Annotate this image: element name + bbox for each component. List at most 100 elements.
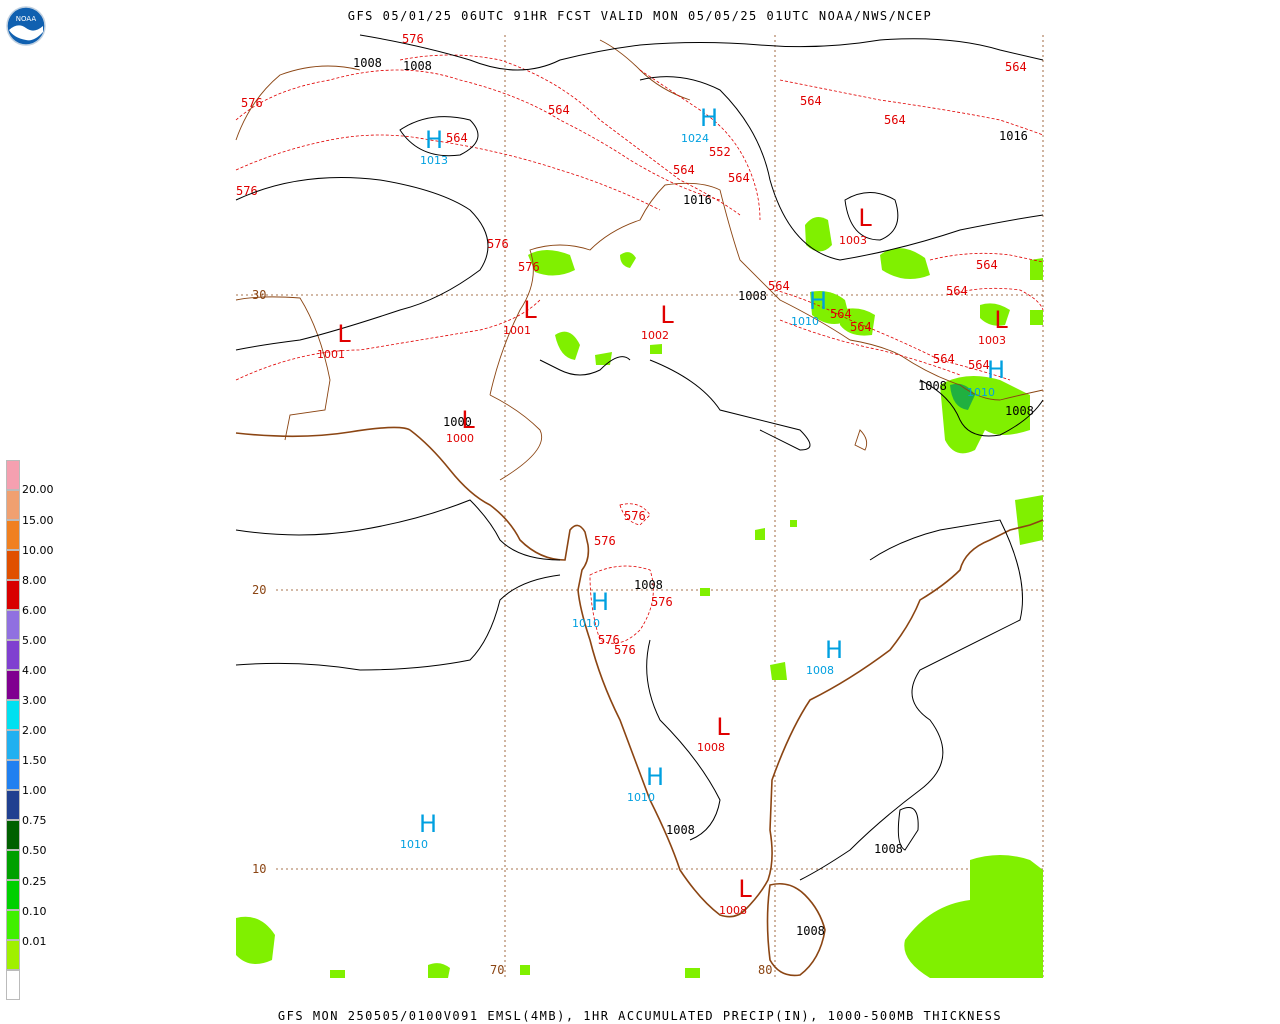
thickness-label: 564 bbox=[673, 163, 695, 177]
svg-text:L: L bbox=[461, 406, 475, 434]
borders bbox=[235, 39, 1044, 481]
legend-swatch bbox=[6, 640, 20, 670]
legend-swatch bbox=[6, 580, 20, 610]
isobar-label: 1008 bbox=[403, 59, 432, 73]
grid-lines bbox=[236, 35, 1044, 978]
isobar-label: 1008 bbox=[918, 379, 947, 393]
svg-text:L: L bbox=[716, 713, 730, 741]
precip-legend bbox=[6, 460, 20, 1000]
lon-label-70: 70 bbox=[490, 963, 504, 977]
pressure-center-high: H 1013 bbox=[420, 126, 448, 167]
svg-text:1003: 1003 bbox=[978, 334, 1006, 347]
svg-text:1008: 1008 bbox=[719, 904, 747, 917]
legend-label: 0.25 bbox=[22, 875, 47, 888]
svg-text:H: H bbox=[825, 636, 843, 664]
svg-text:L: L bbox=[994, 306, 1008, 334]
thickness-label: 564 bbox=[446, 131, 468, 145]
svg-text:1001: 1001 bbox=[503, 324, 531, 337]
svg-text:H: H bbox=[419, 810, 437, 838]
pressure-center-high: H 1010 bbox=[400, 810, 437, 851]
pressure-center-low: L 1001 bbox=[503, 296, 537, 337]
svg-text:1010: 1010 bbox=[791, 315, 819, 328]
svg-text:1001: 1001 bbox=[317, 348, 345, 361]
legend-label: 4.00 bbox=[22, 664, 47, 677]
pressure-center-low: L 1001 bbox=[317, 320, 351, 361]
legend-label: 0.75 bbox=[22, 814, 47, 827]
pressure-center-low: L 1008 bbox=[697, 713, 730, 754]
legend-label: 6.00 bbox=[22, 604, 47, 617]
legend-label: 0.01 bbox=[22, 935, 47, 948]
thickness-contours bbox=[235, 54, 1044, 644]
thickness-label: 564 bbox=[850, 320, 872, 334]
chart-footer: GFS MON 250505/0100V091 EMSL(4MB), 1HR A… bbox=[277, 1009, 1003, 1023]
svg-text:1003: 1003 bbox=[839, 234, 867, 247]
lat-label-10: 10 bbox=[252, 862, 266, 876]
svg-text:H: H bbox=[591, 588, 609, 616]
svg-text:L: L bbox=[660, 301, 674, 329]
svg-text:L: L bbox=[858, 204, 872, 232]
legend-swatch bbox=[6, 790, 20, 820]
lat-label-30: 30 bbox=[252, 288, 266, 302]
lat-label-20: 20 bbox=[252, 583, 266, 597]
isobar-label: 1000 bbox=[443, 415, 472, 429]
isobars bbox=[235, 34, 1044, 881]
svg-text:1010: 1010 bbox=[400, 838, 428, 851]
isobar-label: 1008 bbox=[738, 289, 767, 303]
thickness-label: 576 bbox=[624, 509, 646, 523]
isobar-label: 1008 bbox=[796, 924, 825, 938]
thickness-label: 564 bbox=[800, 94, 822, 108]
thickness-label: 576 bbox=[402, 32, 424, 46]
precip-heavy bbox=[950, 383, 975, 410]
thickness-label: 576 bbox=[614, 643, 636, 657]
pressure-centers: H 1013 H 1024 L 1003 H 1010 L 1003 L 100… bbox=[317, 104, 1008, 917]
legend-swatch bbox=[6, 910, 20, 940]
thickness-label: 576 bbox=[487, 237, 509, 251]
thickness-label: 564 bbox=[884, 113, 906, 127]
isobar-labels: 1008 1008 1016 1016 1008 1008 1008 1000 … bbox=[353, 56, 1034, 938]
thickness-label: 564 bbox=[946, 284, 968, 298]
legend-label: 0.50 bbox=[22, 844, 47, 857]
pressure-center-low: L 1003 bbox=[978, 306, 1008, 347]
svg-text:H: H bbox=[700, 104, 718, 132]
legend-swatch bbox=[6, 670, 20, 700]
isobar-label: 1016 bbox=[683, 193, 712, 207]
thickness-labels: 576 564 576 564 564 576 564 552 564 564 … bbox=[236, 32, 1027, 657]
chart-title: GFS 05/01/25 06UTC 91HR FCST VALID MON 0… bbox=[347, 9, 933, 23]
pressure-center-high: H 1010 bbox=[967, 356, 1005, 399]
thickness-label: 564 bbox=[728, 171, 750, 185]
legend-swatch bbox=[6, 520, 20, 550]
svg-text:H: H bbox=[646, 763, 664, 791]
legend-label: 5.00 bbox=[22, 634, 47, 647]
legend-swatch bbox=[6, 940, 20, 970]
legend-label: 1.00 bbox=[22, 784, 47, 797]
svg-text:H: H bbox=[809, 287, 827, 315]
thickness-label: 564 bbox=[968, 358, 990, 372]
precip-areas bbox=[236, 216, 1043, 978]
thickness-label: 564 bbox=[548, 103, 570, 117]
legend-swatch bbox=[6, 700, 20, 730]
svg-text:1008: 1008 bbox=[806, 664, 834, 677]
pressure-center-high: H 1010 bbox=[572, 588, 609, 630]
pressure-center-low: L 1003 bbox=[839, 204, 872, 247]
legend-label: 10.00 bbox=[22, 544, 54, 557]
isobar-label: 1008 bbox=[874, 842, 903, 856]
svg-text:1008: 1008 bbox=[697, 741, 725, 754]
legend-swatch bbox=[6, 490, 20, 520]
svg-text:1010: 1010 bbox=[967, 386, 995, 399]
legend-label: 15.00 bbox=[22, 514, 54, 527]
legend-swatch bbox=[6, 970, 20, 1000]
pressure-center-high: H 1010 bbox=[791, 287, 827, 328]
thickness-label: 576 bbox=[518, 260, 540, 274]
thickness-label: 576 bbox=[241, 96, 263, 110]
thickness-label: 564 bbox=[976, 258, 998, 272]
legend-swatch bbox=[6, 730, 20, 760]
svg-text:1002: 1002 bbox=[641, 329, 669, 342]
pressure-center-low: L 1002 bbox=[641, 301, 674, 342]
legend-label: 0.10 bbox=[22, 905, 47, 918]
thickness-label: 564 bbox=[830, 307, 852, 321]
svg-text:L: L bbox=[337, 320, 351, 348]
legend-label: 2.00 bbox=[22, 724, 47, 737]
isobar-label: 1008 bbox=[666, 823, 695, 837]
svg-text:L: L bbox=[523, 296, 537, 324]
